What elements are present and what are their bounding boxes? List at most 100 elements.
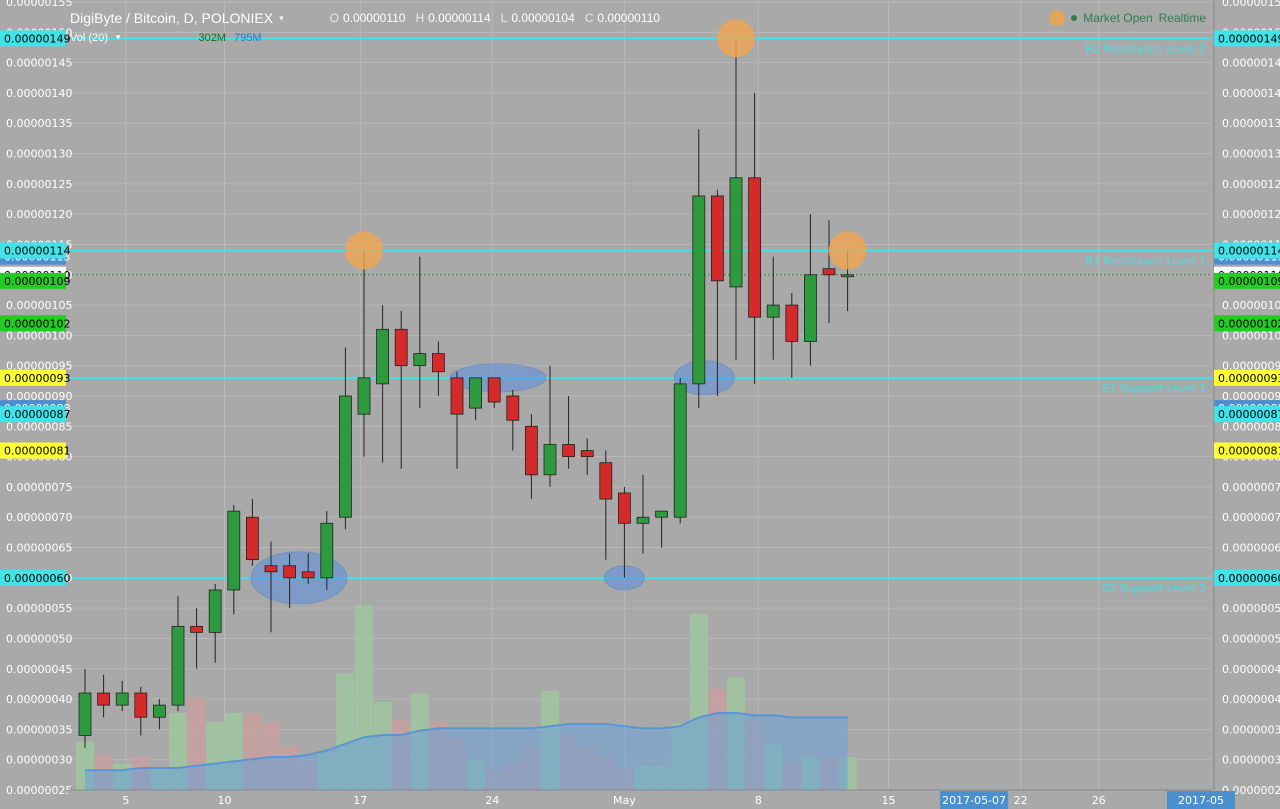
price-badge-right-text: 0.00000093 — [1218, 372, 1280, 385]
candle — [618, 486, 631, 578]
price-badge-right-bg — [1214, 242, 1280, 259]
price-badge-left-bg — [0, 569, 66, 586]
x-axis: 5 10 17 24 May 8 15 2017-05-07 22 26 2017-05 — [68, 789, 1235, 809]
price-badge-left-text: 0.00000081 — [4, 445, 70, 458]
price-badge-left: 0.00000114 — [0, 242, 70, 259]
symbol-dropdown-icon[interactable]: ▾ — [279, 12, 284, 23]
price-badge-right-text: 0.00000081 — [1218, 445, 1280, 458]
price-badge-left-text: 0.00000060 — [4, 572, 70, 585]
candle — [804, 214, 817, 366]
y-tick-label-left: 0.00000035 — [6, 723, 72, 736]
price-badge-left: 0.00000149 — [0, 30, 70, 47]
candles — [78, 38, 854, 748]
price-badge-right: 0.00000149 — [1214, 30, 1280, 47]
close-label: C — [584, 11, 594, 25]
x-tick-label: 8 — [755, 794, 762, 807]
candle-body — [822, 268, 836, 276]
symbol-title[interactable]: DigiByte / Bitcoin, D, POLONIEX — [70, 10, 274, 26]
market-status: Market Open Realtime — [1049, 10, 1206, 26]
price-badge-left: 0.00000087 — [0, 406, 70, 423]
candle — [320, 511, 334, 590]
low-value: 0.00000104 — [511, 11, 575, 25]
y-tick-label-left: 0.00000065 — [6, 542, 72, 555]
y-tick-label-right: 0.00000030 — [1222, 754, 1280, 767]
candle — [78, 668, 92, 748]
volume-ma-value: 795M — [233, 32, 262, 44]
candle-body — [171, 625, 185, 706]
candle-body — [227, 510, 241, 591]
candle — [134, 686, 148, 736]
y-tick-label-right: 0.00000090 — [1222, 390, 1280, 403]
y-tick-label-left: 0.00000040 — [6, 693, 72, 706]
y-tick-label-left: 0.00000090 — [6, 390, 72, 403]
price-badge-left: 0.00000102 — [0, 315, 70, 332]
price-badge-right-bg — [1214, 315, 1280, 332]
y-tick-label-right: 0.00000145 — [1222, 57, 1280, 70]
open-value: 0.00000110 — [342, 11, 406, 25]
candle-body — [785, 304, 799, 342]
candle-body — [190, 625, 204, 633]
y-tick-label-right: 0.00000135 — [1222, 117, 1280, 130]
level-label: S1 Support Level 1 — [1102, 382, 1206, 395]
x-tick-label: 2017-05-07 — [942, 794, 1006, 807]
candle — [413, 256, 427, 409]
price-badge-right-bg — [1214, 406, 1280, 423]
candle — [580, 438, 594, 475]
x-tick-label: 22 — [1014, 794, 1028, 807]
status-dot-icon — [1071, 15, 1078, 21]
price-badge-left: 0.00000060 — [0, 569, 70, 586]
y-tick-label-right: 0.00000025 — [1222, 784, 1280, 797]
y-tick-label-right: 0.00000065 — [1222, 542, 1280, 555]
candle-body — [450, 377, 464, 415]
price-badge-right: 0.00000081 — [1214, 442, 1280, 459]
price-badge-right-text: 0.00000087 — [1218, 408, 1280, 421]
candle — [636, 474, 650, 554]
y-tick-label-right: 0.00000070 — [1222, 511, 1280, 524]
price-badge-right-text: 0.00000149 — [1218, 32, 1280, 45]
y-tick-label-left: 0.00000130 — [6, 148, 72, 161]
volume-dropdown-icon[interactable]: ▾ — [115, 32, 121, 42]
candle — [692, 129, 706, 409]
price-badge-right: 0.00000093 — [1214, 369, 1280, 386]
candle — [431, 341, 445, 396]
x-date-badge — [940, 791, 1009, 809]
candle-body — [264, 565, 278, 573]
candle-body — [469, 377, 483, 409]
candle — [450, 371, 464, 469]
level-label: S2 Support Level 2 — [1102, 582, 1206, 595]
x-date-badge — [1167, 791, 1235, 809]
market-status-text: Market Open — [1083, 11, 1153, 25]
price-badge-left-bg — [0, 406, 66, 423]
candle — [394, 311, 408, 469]
candle — [822, 220, 836, 324]
volume-indicator-label[interactable]: Vol (20) — [70, 32, 108, 44]
y-tick-label-right: 0.00000130 — [1222, 148, 1280, 161]
candle — [562, 396, 575, 469]
price-badge-right-text: 0.00000109 — [1218, 275, 1280, 288]
price-badge-right-text: 0.00000114 — [1218, 245, 1280, 258]
candle-body — [283, 565, 297, 579]
price-badge-left-text: 0.00000114 — [4, 245, 70, 258]
y-tick-label-left: 0.00000095 — [6, 360, 72, 373]
volume-value: 302M — [198, 32, 226, 44]
candle-body — [208, 589, 222, 633]
candle-body — [431, 353, 445, 373]
volume-ma-line — [85, 712, 848, 772]
price-badge-right-text: 0.00000060 — [1218, 572, 1280, 585]
candle — [729, 38, 743, 360]
price-badge-left-text: 0.00000093 — [4, 372, 70, 385]
candle — [208, 583, 222, 663]
volume-legend: Vol (20) ▾ 302M 795M — [70, 32, 262, 44]
x-tick-label: 15 — [882, 794, 896, 807]
x-tick-label: 26 — [1092, 794, 1106, 807]
price-badge-left-text: 0.00000087 — [4, 408, 70, 421]
resistance-highlight-circle — [345, 231, 383, 270]
y-tick-label-left: 0.00000135 — [6, 117, 72, 130]
price-badge-right-bg — [1214, 272, 1280, 289]
candle-body — [413, 353, 427, 367]
y-tick-label-left: 0.00000055 — [6, 602, 72, 615]
candle-body — [766, 304, 780, 318]
price-badge-left-bg — [0, 30, 66, 47]
